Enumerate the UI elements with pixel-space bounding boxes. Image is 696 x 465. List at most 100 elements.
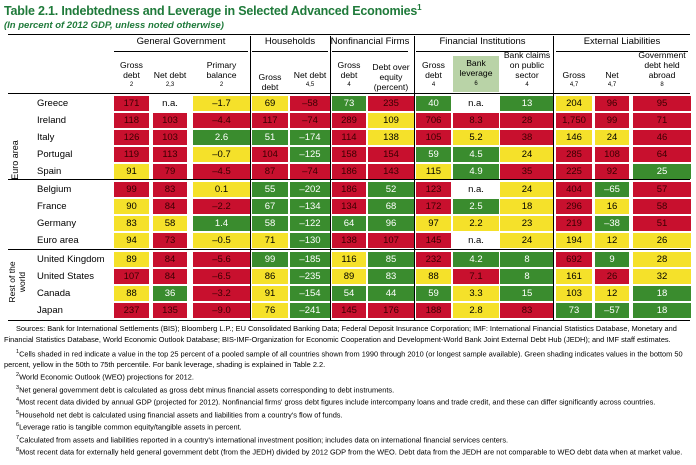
table-title: Table 2.1. Indebtedness and Leverage in … xyxy=(4,3,422,19)
table-cell: 68 xyxy=(368,199,414,214)
footnote-6: 6Leverage ratio is tangible common equit… xyxy=(16,422,242,432)
table-cell: 2.5 xyxy=(453,199,499,214)
group-rule xyxy=(114,51,248,52)
table-cell: 1.4 xyxy=(193,216,250,231)
table-cell: 73 xyxy=(153,233,187,248)
column-header-fi-gross-debt: Gross debt 4 xyxy=(422,60,445,89)
table-cell: 83 xyxy=(368,269,414,284)
footnote-1: 1Cells shaded in red indicate a value in… xyxy=(4,349,683,370)
table-cell: 24 xyxy=(595,130,629,145)
table-cell: 90 xyxy=(114,199,149,214)
table-cell: 26 xyxy=(633,233,691,248)
group-rule xyxy=(416,51,549,52)
table-cell: 161 xyxy=(556,269,592,284)
table-cell: 64 xyxy=(332,216,366,231)
group-households: Households xyxy=(264,36,316,47)
table-cell: –1.7 xyxy=(193,96,250,111)
country-spain: Spain xyxy=(37,166,62,177)
table-cell: 138 xyxy=(368,130,414,145)
group-rule xyxy=(556,51,688,52)
table-notes: Sources: Bank for International Settleme… xyxy=(4,323,692,458)
table-cell: –154 xyxy=(290,286,330,301)
column-header-ext-gross: Gross 4,7 xyxy=(562,70,586,89)
table-cell: 138 xyxy=(332,233,366,248)
table-cell: 64 xyxy=(633,147,691,162)
table-cell: 289 xyxy=(332,113,366,128)
country-united-kingdom: United Kingdom xyxy=(37,254,105,265)
table-cell: –74 xyxy=(290,113,330,128)
table-cell: 83 xyxy=(153,182,187,197)
table-cell: 172 xyxy=(416,199,451,214)
table-cell: 145 xyxy=(416,233,451,248)
table-cell: 8 xyxy=(500,269,554,284)
table-cell: –241 xyxy=(290,303,330,318)
table-cell: 8 xyxy=(500,252,554,267)
table-cell: 4.5 xyxy=(453,147,499,162)
table-cell: –202 xyxy=(290,182,330,197)
table-cell: 232 xyxy=(416,252,451,267)
table-cell: –6.5 xyxy=(193,269,250,284)
table-cell: 4.9 xyxy=(453,164,499,179)
table-cell: 171 xyxy=(114,96,149,111)
table-cell: 225 xyxy=(556,164,592,179)
table-subtitle: (In percent of 2012 GDP, unless noted ot… xyxy=(4,20,224,31)
country-ireland: Ireland xyxy=(37,115,67,126)
country-belgium: Belgium xyxy=(37,184,72,195)
table-cell: 13 xyxy=(500,96,554,111)
table-cell: 73 xyxy=(556,303,592,318)
table-cell: 91 xyxy=(114,164,149,179)
table-cell: 12 xyxy=(595,233,629,248)
column-header-ext-net: Net 4,7 xyxy=(605,70,619,89)
table-cell: 97 xyxy=(416,216,451,231)
table-cell: 71 xyxy=(633,113,691,128)
table-cell: 88 xyxy=(416,269,451,284)
table-cell: –57 xyxy=(595,303,629,318)
table-cell: 92 xyxy=(595,164,629,179)
table-cell: 285 xyxy=(556,147,592,162)
table-cell: 86 xyxy=(252,269,288,284)
table-cell: 235 xyxy=(368,96,414,111)
table-cell: 95 xyxy=(633,96,691,111)
table-cell: 24 xyxy=(500,182,554,197)
table-cell: 3.3 xyxy=(453,286,499,301)
table-cell: 105 xyxy=(416,130,451,145)
table-cell: 123 xyxy=(416,182,451,197)
table-cell: 18 xyxy=(633,286,691,301)
table-cell: 188 xyxy=(416,303,451,318)
table-cell: 114 xyxy=(332,130,366,145)
table-cell: –58 xyxy=(290,96,330,111)
table-cell: 25 xyxy=(633,164,691,179)
table-cell: 12 xyxy=(595,286,629,301)
table-cell: 73 xyxy=(332,96,366,111)
group-external-liabilities: External Liabilities xyxy=(583,36,661,47)
table-cell: 692 xyxy=(556,252,592,267)
table-cell: 35 xyxy=(500,164,554,179)
table-cell: 15 xyxy=(500,286,554,301)
column-header-bank-claims-public: Bank claims on public sector 4 xyxy=(503,50,551,89)
table-cell: 51 xyxy=(633,216,691,231)
table-cell: 158 xyxy=(332,147,366,162)
table-cell: 2.8 xyxy=(453,303,499,318)
table-cell: 16 xyxy=(595,199,629,214)
country-japan: Japan xyxy=(37,305,63,316)
group-separator xyxy=(553,36,554,320)
footnote-3: 3Net general government debt is calculat… xyxy=(16,384,395,395)
table-cell: –38 xyxy=(595,216,629,231)
table-cell: 107 xyxy=(368,233,414,248)
table-cell: 5.2 xyxy=(453,130,499,145)
group-separator xyxy=(414,36,415,320)
table-cell: 83 xyxy=(500,303,554,318)
footnote-5: 5Household net debt is calculated using … xyxy=(16,409,343,420)
column-header-primary-balance: Primary balance 2 xyxy=(206,60,237,89)
table-cell: 7.1 xyxy=(453,269,499,284)
sources-note: Sources: Bank for International Settleme… xyxy=(4,324,677,344)
table-cell: 71 xyxy=(252,233,288,248)
country-greece: Greece xyxy=(37,98,69,109)
table-cell: –0.7 xyxy=(193,147,250,162)
table-cell: 36 xyxy=(153,286,187,301)
table-cell: 23 xyxy=(500,216,554,231)
table-cell: –3.2 xyxy=(193,286,250,301)
table-cell: 69 xyxy=(252,96,288,111)
table-cell: 109 xyxy=(368,113,414,128)
top-rule xyxy=(8,34,690,35)
